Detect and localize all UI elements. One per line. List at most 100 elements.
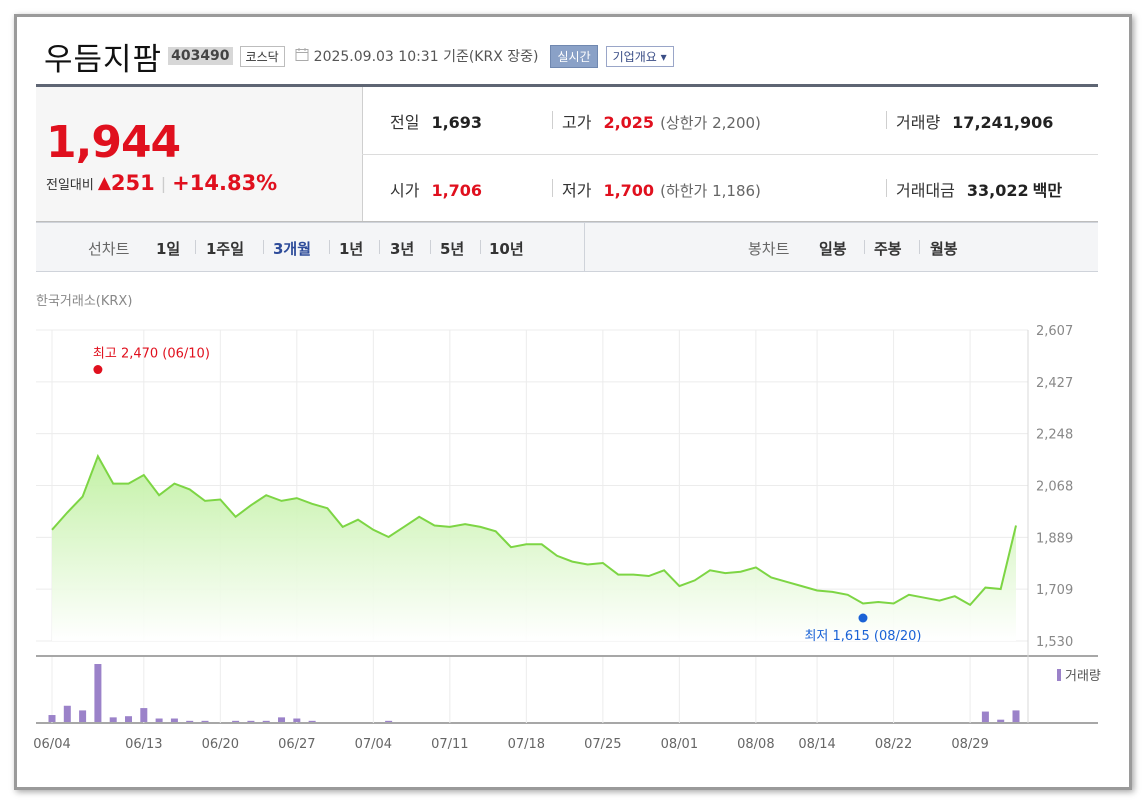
low-value: 1,700: [603, 181, 655, 200]
volume-bar: [278, 717, 286, 722]
divider: [552, 111, 553, 129]
tab-weekly[interactable]: 주봉: [874, 240, 902, 258]
volume-bar: [981, 711, 989, 722]
open-label: 시가: [390, 181, 420, 200]
volume-label: 거래량: [896, 113, 941, 132]
volume-bars: [48, 664, 1020, 722]
low-label: 저가: [562, 181, 592, 200]
x-tick-label: 08/08: [737, 737, 774, 752]
up-triangle-icon: ▲: [97, 173, 111, 193]
x-tick-label: 06/20: [202, 737, 239, 752]
volume-bar: [232, 720, 240, 722]
divider: |: [160, 173, 167, 193]
stock-header: 우듬지팜 403490 코스닥 2025.09.03 10:31 기준(KRX …: [44, 34, 674, 78]
diff-label: 전일대비: [46, 177, 94, 193]
diff-percent: +14.83%: [172, 171, 278, 195]
tab-3m[interactable]: 3개월: [273, 240, 312, 258]
volume-bar: [201, 720, 209, 722]
prev-close-label: 전일: [390, 113, 420, 132]
stock-name: 우듬지팜: [44, 41, 163, 78]
stock-code: 403490: [168, 47, 233, 65]
divider: [919, 240, 920, 254]
header-divider: [36, 84, 1098, 87]
axis-labels: 2,607 2,427 2,248 2,068 1,889 1,709 1,530 06/04…: [33, 324, 1073, 752]
x-tick-label: 08/01: [661, 737, 698, 752]
price-summary: 1,944 전일대비 ▲ 251 | +14.83%: [36, 87, 363, 221]
divider: [886, 179, 887, 197]
x-tick-label: 07/04: [355, 737, 392, 752]
divider: [263, 240, 264, 254]
divider: [379, 240, 380, 254]
volume-bar: [293, 718, 301, 722]
candle-chart-label: 봉차트: [748, 240, 790, 258]
volume-bar: [155, 718, 163, 722]
company-info-dropdown[interactable]: 기업개요 ▾: [605, 45, 674, 67]
current-price: 1,944: [46, 117, 181, 168]
tab-5y[interactable]: 5년: [440, 240, 465, 258]
prev-close-cell: 전일 1,693: [390, 109, 482, 133]
x-tick-label: 07/25: [584, 737, 621, 752]
tab-3y[interactable]: 3년: [390, 240, 415, 258]
tabs-divider: [584, 223, 585, 271]
y-tick-label: 1,709: [1036, 583, 1073, 598]
tab-daily[interactable]: 일봉: [819, 240, 847, 258]
upper-limit: (상한가 2,200): [660, 114, 761, 132]
price-area: [52, 456, 1016, 641]
volume-bar: [63, 705, 71, 722]
realtime-button[interactable]: 실시간: [550, 44, 598, 68]
volume-bar: [94, 664, 102, 722]
price-change-row: 전일대비 ▲ 251 | +14.83%: [46, 171, 277, 195]
stats-row-1: 전일 1,693 고가 2,025 (상한가 2,200) 거래량 17,241,906: [362, 87, 1098, 154]
tab-1d[interactable]: 1일: [156, 240, 181, 258]
volume-grid: [51, 657, 971, 723]
tab-monthly[interactable]: 월봉: [930, 240, 958, 258]
divider: [480, 240, 481, 254]
prev-close-value: 1,693: [431, 113, 483, 132]
divider: [195, 240, 196, 254]
amount-label: 거래대금: [896, 181, 955, 200]
tab-1w[interactable]: 1주일: [206, 240, 245, 258]
data-source: 한국거래소(KRX): [36, 294, 133, 309]
divider: [552, 179, 553, 197]
y-tick-label: 2,427: [1036, 376, 1073, 391]
high-label: 고가: [562, 113, 592, 132]
open-value: 1,706: [431, 181, 483, 200]
x-tick-label: 06/13: [125, 737, 162, 752]
open-cell: 시가 1,706: [390, 177, 482, 201]
y-tick-label: 2,607: [1036, 324, 1073, 339]
low-cell: 저가 1,700 (하한가 1,186): [562, 177, 761, 201]
tab-1y[interactable]: 1년: [339, 240, 364, 258]
x-tick-label: 06/04: [33, 737, 70, 752]
volume-cell: 거래량 17,241,906: [896, 109, 1053, 133]
y-tick-label: 1,530: [1036, 635, 1073, 650]
y-tick-label: 1,889: [1036, 531, 1073, 546]
calendar-icon: [295, 47, 310, 66]
divider: [886, 111, 887, 129]
line-chart-label: 선차트: [88, 240, 130, 258]
volume-bar: [140, 708, 148, 722]
diff-value: 251: [110, 171, 155, 195]
volume-bar: [247, 720, 255, 722]
high-value: 2,025: [603, 113, 655, 132]
volume-bar: [997, 719, 1005, 722]
volume-bar: [385, 720, 393, 722]
volume-bar: [79, 710, 87, 722]
tab-10y[interactable]: 10년: [489, 240, 524, 258]
market-badge: 코스닥: [239, 45, 285, 67]
min-point-marker: [858, 613, 868, 623]
price-line: [51, 453, 1017, 607]
volume-legend-swatch: [1057, 669, 1061, 681]
stats-divider: [36, 221, 1098, 222]
price-stats: 전일 1,693 고가 2,025 (상한가 2,200) 거래량 17,241,906…: [362, 87, 1098, 221]
volume-bar: [48, 715, 56, 722]
as-of-time: 2025.09.03 10:31 기준(KRX 장중): [313, 49, 539, 65]
volume-bar: [308, 720, 316, 722]
x-tick-label: 07/11: [431, 737, 468, 752]
x-tick-label: 06/27: [278, 737, 315, 752]
divider: [864, 240, 865, 254]
volume-bar: [170, 718, 178, 722]
x-tick-label: 07/18: [508, 737, 545, 752]
divider: [329, 240, 330, 254]
divider: [430, 240, 431, 254]
